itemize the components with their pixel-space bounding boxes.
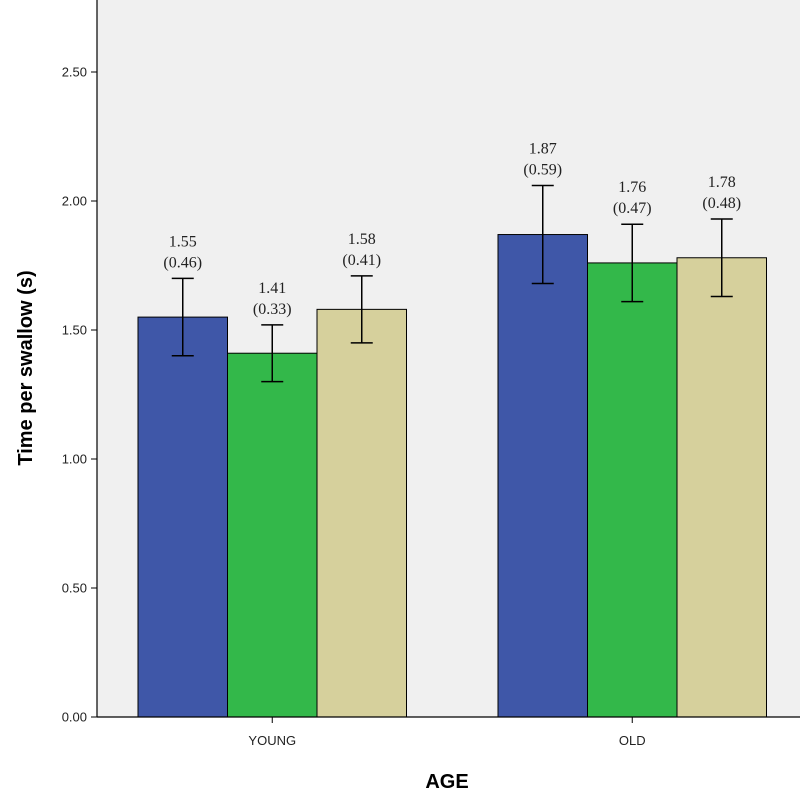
bars-layer xyxy=(137,234,767,718)
bar-young-3 xyxy=(316,308,407,718)
y-tick-label: 2.00 xyxy=(62,194,87,209)
data-label-value: 1.55 xyxy=(169,233,197,250)
y-tick-label: 0.00 xyxy=(62,710,87,725)
y-tick-label: 0.50 xyxy=(62,581,87,596)
data-label-sd: (0.46) xyxy=(163,254,202,271)
bar-old-3 xyxy=(676,257,767,718)
bar-old-2 xyxy=(587,262,678,718)
y-tick-label: 2.50 xyxy=(62,65,87,80)
data-label-value: 1.41 xyxy=(258,280,286,297)
data-label-sd: (0.33) xyxy=(253,301,292,318)
bar-old-1 xyxy=(497,234,588,718)
data-label-value: 1.87 xyxy=(529,141,557,158)
y-tick-label: 1.50 xyxy=(62,323,87,338)
data-label-sd: (0.48) xyxy=(702,195,741,212)
data-labels-layer: 1.55 (0.46) 1.41 (0.33) 1.58 (0.41) 1.87 (0.59)… xyxy=(163,141,741,318)
x-axis-title: AGE xyxy=(425,771,468,793)
data-label-sd: (0.47) xyxy=(613,200,652,217)
data-label-sd: (0.41) xyxy=(342,252,381,269)
y-tick-label: 1.00 xyxy=(62,452,87,467)
x-tick-label: OLD xyxy=(619,733,646,748)
y-axis-title: Time per swallow (s) xyxy=(15,270,37,465)
data-label-value: 1.76 xyxy=(618,179,646,196)
error-bars-layer xyxy=(171,184,733,383)
x-ticks-layer: YOUNG OLD xyxy=(248,717,646,748)
data-label-value: 1.58 xyxy=(348,231,376,248)
x-tick-label: YOUNG xyxy=(248,733,296,748)
bar-young-1 xyxy=(137,316,228,718)
data-label-sd: (0.59) xyxy=(523,162,562,179)
y-ticks-layer: 0.00 0.50 1.00 1.50 2.00 2.50 xyxy=(62,65,97,725)
data-label-value: 1.78 xyxy=(708,174,736,191)
bar-young-2 xyxy=(227,352,318,718)
